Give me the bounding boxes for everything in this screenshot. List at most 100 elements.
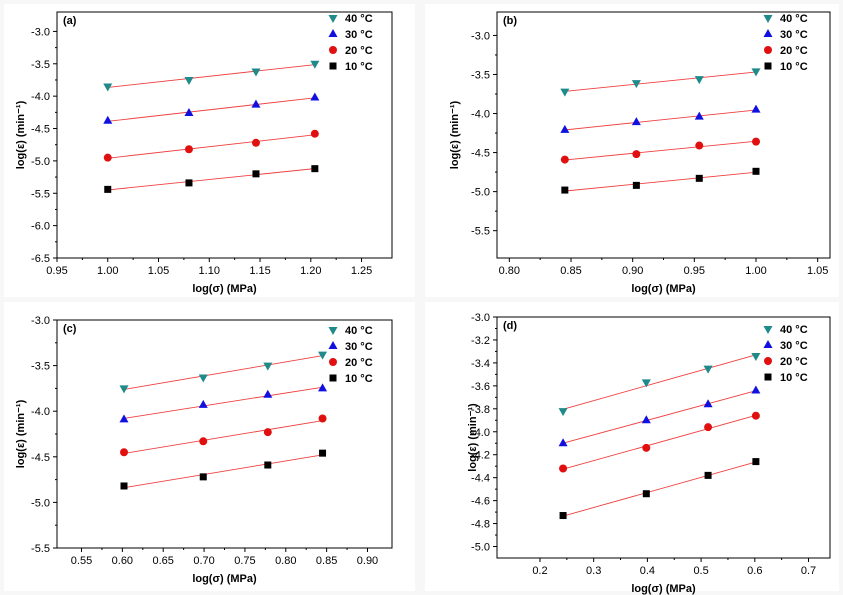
y-tick-label: -6.0 <box>31 221 50 233</box>
data-point <box>751 411 760 420</box>
data-point <box>103 83 113 92</box>
x-tick-label: 0.95 <box>46 265 67 277</box>
data-point <box>752 167 760 175</box>
y-tick-label: -3.0 <box>471 30 490 42</box>
data-point <box>559 464 568 473</box>
data-point <box>318 351 328 360</box>
data-point <box>311 165 319 173</box>
data-point <box>251 99 261 108</box>
fit-line <box>561 389 758 445</box>
data-point <box>198 374 208 383</box>
data-point <box>751 353 761 362</box>
y-tick-label: -4.0 <box>471 109 490 121</box>
data-point <box>631 117 641 126</box>
x-tick-label: 0.80 <box>275 555 296 567</box>
data-point <box>120 482 128 490</box>
legend-label: 30 °C <box>345 341 373 353</box>
x-tick-label: 0.60 <box>112 555 133 567</box>
chart-panel-c: 0.55 0.60 0.65 0.70 0.75 0.80 0.85 0.90 -3.0 -3.5… <box>15 315 393 585</box>
data-point <box>252 170 260 178</box>
fit-line <box>562 171 758 192</box>
panel-a-background <box>4 4 415 297</box>
x-tick-label: 0.6 <box>747 565 762 577</box>
data-point <box>318 383 328 392</box>
data-point <box>695 174 703 182</box>
data-point <box>560 88 570 97</box>
fit-line <box>121 454 325 489</box>
y-tick-label: -5.0 <box>31 497 50 509</box>
y-tick-label: -3.0 <box>31 315 50 327</box>
y-tick-label: -4.5 <box>31 452 50 464</box>
data-point <box>704 471 712 479</box>
data-point <box>695 141 704 150</box>
data-point <box>184 107 194 116</box>
data-point <box>559 512 567 520</box>
legend-marker <box>329 62 337 70</box>
x-tick-label: 0.55 <box>71 555 92 567</box>
x-tick-label: 0.95 <box>684 265 705 277</box>
data-point <box>751 68 761 77</box>
legend-label: 30 °C <box>780 29 808 41</box>
x-axis-label: log(σ) (MPa) <box>631 283 696 295</box>
y-tick-label: -3.4 <box>471 358 490 370</box>
legend-marker <box>763 340 773 348</box>
fit-line <box>105 134 317 159</box>
data-point <box>263 428 272 437</box>
y-tick-label: -3.0 <box>31 26 50 38</box>
x-tick-label: 0.4 <box>640 565 655 577</box>
chart-panel-b: 0.80 0.85 0.90 0.95 1.00 1.05 -3.0 -3.5 -4.0 -4.5… <box>449 11 831 295</box>
fit-line <box>121 419 325 455</box>
data-point <box>703 399 713 408</box>
y-tick-label: -3.6 <box>471 381 490 393</box>
legend-label: 40 °C <box>780 13 808 25</box>
fit-line <box>105 167 317 191</box>
y-tick-label: -3.5 <box>31 361 50 373</box>
x-tick-label: 1.05 <box>807 265 828 277</box>
y-axis-label: log(ε) (min⁻¹) <box>449 100 461 169</box>
data-point <box>198 399 208 408</box>
y-tick-label: -3.0 <box>471 312 490 324</box>
data-point <box>558 438 568 447</box>
data-point <box>752 458 760 466</box>
data-point <box>199 473 207 481</box>
legend-marker <box>764 357 772 365</box>
data-point <box>558 408 568 417</box>
data-point <box>310 129 319 138</box>
data-point <box>751 104 761 113</box>
y-tick-label: -4.0 <box>471 427 490 439</box>
legend-marker <box>764 373 772 381</box>
y-tick-label: -5.5 <box>471 226 490 238</box>
y-tick-label: -4.6 <box>471 496 490 508</box>
data-point <box>263 389 273 398</box>
legend-label: 40 °C <box>345 13 373 25</box>
x-tick-label: 0.85 <box>316 555 337 567</box>
x-tick-label: 0.85 <box>560 265 581 277</box>
data-point <box>641 415 651 424</box>
legend-label: 40 °C <box>345 325 373 337</box>
data-point <box>120 448 128 457</box>
panel-label: (b) <box>503 15 517 27</box>
x-tick-label: 0.65 <box>153 555 174 567</box>
x-tick-label: 0.3 <box>586 565 601 577</box>
y-tick-label: -4.5 <box>31 124 50 136</box>
y-axis-label: log(ε) (min⁻¹) <box>15 100 27 169</box>
data-point <box>119 385 129 394</box>
data-point <box>103 115 113 124</box>
x-tick-label: 1.25 <box>351 265 372 277</box>
fit-line <box>121 354 325 391</box>
fit-line <box>561 461 758 518</box>
y-tick-label: -5.0 <box>471 542 490 554</box>
data-point <box>119 414 129 423</box>
x-tick-label: 0.75 <box>234 555 255 567</box>
y-tick-label: -3.8 <box>471 404 490 416</box>
legend-marker <box>764 46 772 54</box>
data-point <box>264 461 272 469</box>
data-point <box>642 443 651 452</box>
y-tick-label: -4.4 <box>471 473 490 485</box>
data-point <box>184 76 194 85</box>
data-point <box>319 449 327 457</box>
legend-label: 10 °C <box>780 61 808 73</box>
data-point <box>752 137 760 146</box>
x-tick-label: 0.80 <box>499 265 520 277</box>
